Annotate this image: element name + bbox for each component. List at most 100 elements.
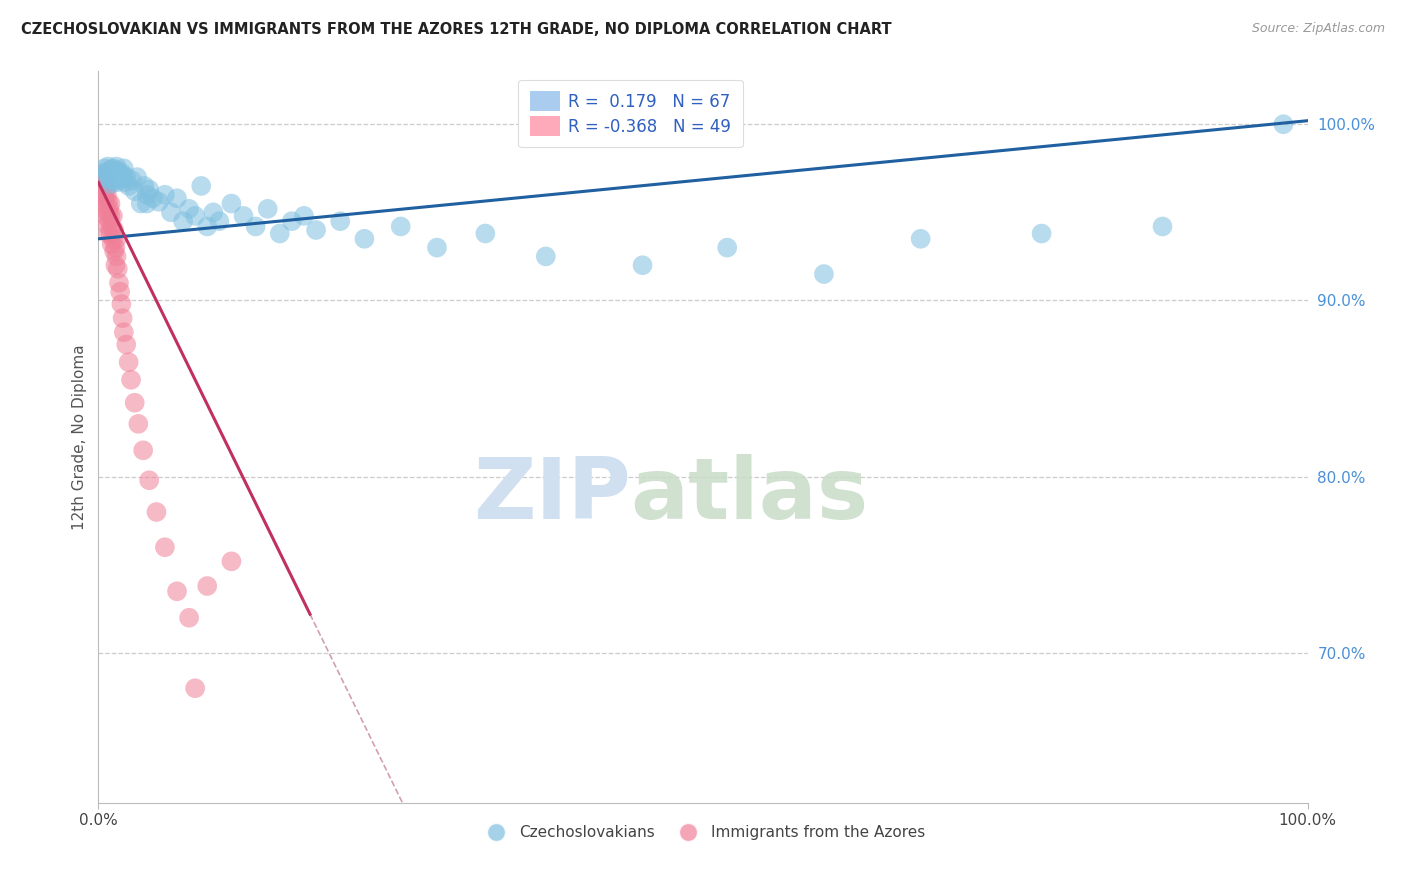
Point: [135, 196, 157, 211]
Point: [100, 174, 122, 188]
Point: [108, 165, 131, 179]
Point: [195, 579, 218, 593]
Point: [160, 205, 183, 219]
Point: [97, 160, 120, 174]
Point: [91, 167, 114, 181]
Point: [111, 311, 134, 326]
Point: [111, 167, 134, 181]
Point: [221, 196, 243, 211]
Point: [195, 219, 218, 234]
Point: [96, 165, 118, 179]
Point: [110, 297, 132, 311]
Point: [108, 276, 131, 290]
Point: [1031, 227, 1053, 241]
Point: [101, 161, 124, 176]
Point: [1152, 219, 1174, 234]
Point: [153, 187, 176, 202]
Point: [101, 232, 124, 246]
Point: [127, 170, 149, 185]
Point: [91, 187, 114, 202]
Point: [184, 681, 207, 696]
Point: [269, 227, 291, 241]
Point: [100, 209, 122, 223]
Point: [132, 443, 155, 458]
Point: [101, 165, 124, 179]
Point: [103, 174, 125, 188]
Point: [190, 178, 212, 193]
Point: [166, 584, 188, 599]
Point: [100, 177, 122, 191]
Point: [353, 232, 375, 246]
Point: [1272, 117, 1295, 131]
Point: [108, 169, 131, 183]
Point: [172, 214, 194, 228]
Point: [97, 205, 120, 219]
Y-axis label: 12th Grade, No Diploma: 12th Grade, No Diploma: [72, 344, 87, 530]
Point: [93, 191, 115, 205]
Point: [111, 172, 134, 186]
Point: [105, 175, 128, 189]
Point: [98, 214, 121, 228]
Point: [166, 191, 188, 205]
Point: [716, 241, 738, 255]
Text: ZIP: ZIP: [472, 454, 630, 537]
Point: [100, 219, 122, 234]
Text: Source: ZipAtlas.com: Source: ZipAtlas.com: [1251, 22, 1385, 36]
Point: [129, 196, 152, 211]
Point: [100, 163, 122, 178]
Point: [103, 244, 125, 259]
Point: [179, 202, 201, 216]
Point: [100, 237, 122, 252]
Point: [104, 241, 127, 255]
Point: [910, 232, 932, 246]
Point: [93, 170, 115, 185]
Point: [103, 169, 125, 183]
Point: [105, 232, 128, 246]
Point: [103, 223, 125, 237]
Point: [124, 395, 146, 409]
Point: [153, 540, 176, 554]
Point: [256, 202, 278, 216]
Legend: Czechoslovakians, Immigrants from the Azores: Czechoslovakians, Immigrants from the Az…: [475, 819, 931, 847]
Point: [97, 227, 120, 241]
Point: [107, 261, 129, 276]
Point: [127, 417, 149, 431]
Point: [148, 194, 170, 209]
Point: [124, 184, 146, 198]
Point: [138, 182, 160, 196]
Point: [184, 209, 207, 223]
Point: [245, 219, 267, 234]
Point: [105, 163, 128, 178]
Point: [813, 267, 835, 281]
Point: [474, 227, 496, 241]
Point: [120, 373, 142, 387]
Point: [134, 178, 156, 193]
Point: [96, 187, 118, 202]
Point: [389, 219, 412, 234]
Point: [281, 214, 304, 228]
Point: [118, 178, 141, 193]
Point: [98, 202, 121, 216]
Point: [97, 194, 120, 209]
Point: [104, 258, 127, 272]
Point: [329, 214, 352, 228]
Point: [108, 285, 131, 299]
Point: [221, 554, 243, 568]
Point: [292, 209, 315, 223]
Point: [179, 611, 201, 625]
Point: [93, 202, 115, 216]
Point: [118, 355, 141, 369]
Point: [135, 187, 157, 202]
Point: [100, 196, 122, 211]
Point: [100, 227, 122, 241]
Point: [534, 249, 557, 263]
Point: [93, 174, 115, 188]
Point: [145, 505, 167, 519]
Point: [138, 473, 160, 487]
Point: [93, 161, 115, 176]
Point: [101, 209, 124, 223]
Point: [91, 178, 114, 193]
Point: [115, 170, 138, 185]
Point: [97, 167, 120, 181]
Text: CZECHOSLOVAKIAN VS IMMIGRANTS FROM THE AZORES 12TH GRADE, NO DIPLOMA CORRELATION: CZECHOSLOVAKIAN VS IMMIGRANTS FROM THE A…: [21, 22, 891, 37]
